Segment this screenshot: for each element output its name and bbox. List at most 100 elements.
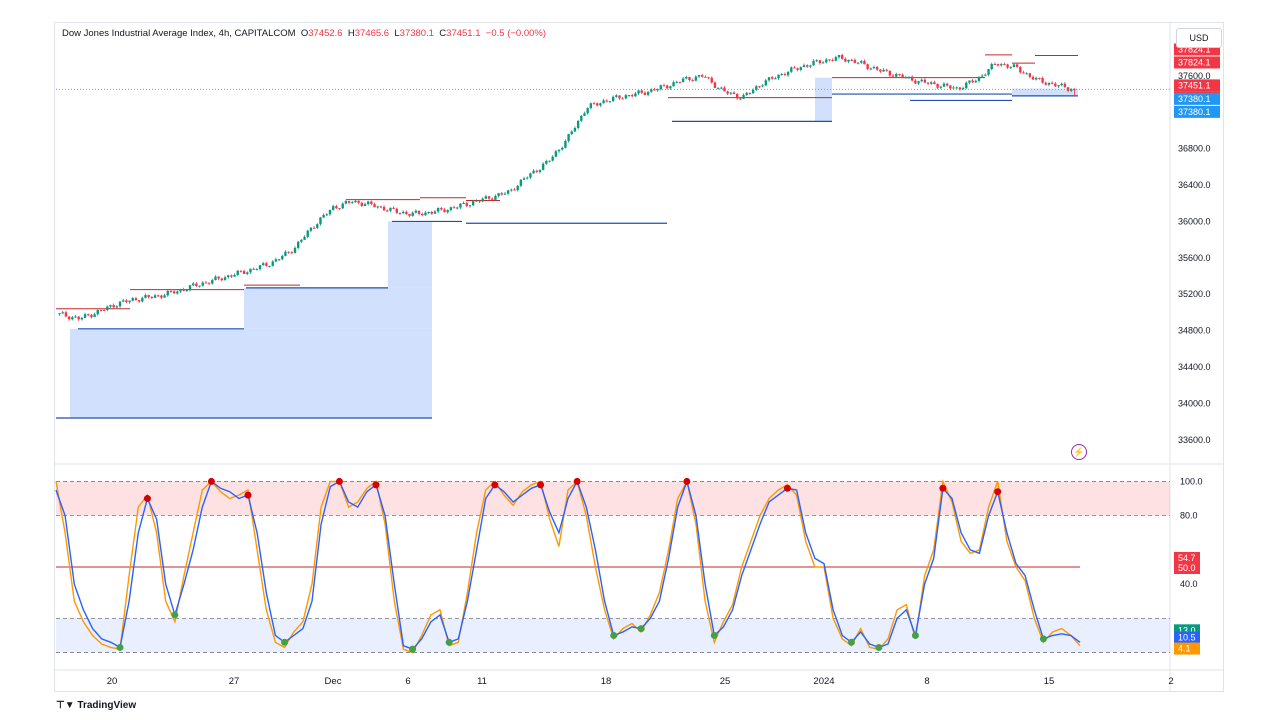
time-tick-label: 6 bbox=[405, 676, 410, 687]
candle-body bbox=[917, 81, 920, 84]
candle-body bbox=[1022, 72, 1025, 74]
candle-body bbox=[265, 263, 268, 266]
candle-body bbox=[255, 269, 259, 271]
candle-body bbox=[863, 60, 866, 65]
candle-body bbox=[926, 82, 930, 84]
candle-body bbox=[879, 69, 882, 72]
candle-body bbox=[484, 196, 488, 199]
candle-body bbox=[325, 214, 329, 216]
candle-body bbox=[421, 213, 424, 216]
sell-signal-dot bbox=[372, 481, 380, 489]
candle-body bbox=[1009, 67, 1012, 69]
candle-body bbox=[1057, 85, 1060, 87]
candle-body bbox=[262, 263, 265, 266]
range-fills bbox=[70, 77, 1078, 418]
candle-body bbox=[980, 75, 984, 77]
candle-body bbox=[427, 211, 430, 213]
candle-body bbox=[252, 268, 255, 270]
candle-body bbox=[1060, 83, 1063, 86]
candle-body bbox=[860, 60, 863, 63]
candle-body bbox=[389, 207, 392, 211]
candle-body bbox=[510, 189, 513, 191]
candle-body bbox=[701, 75, 704, 77]
candle-body bbox=[1044, 82, 1047, 85]
candle-body bbox=[767, 77, 771, 81]
sell-signal-dot bbox=[783, 484, 791, 492]
price-grid bbox=[54, 22, 1224, 692]
candle-body bbox=[230, 275, 233, 277]
price-tick-label: 36400.0 bbox=[1178, 180, 1211, 190]
candle-body bbox=[90, 314, 93, 318]
candle-body bbox=[157, 295, 160, 297]
candle-body bbox=[338, 208, 341, 210]
candle-body bbox=[914, 80, 917, 84]
overbought-zone bbox=[56, 481, 1170, 516]
candle-body bbox=[742, 94, 745, 99]
candle-body bbox=[1070, 89, 1073, 91]
currency-button[interactable]: USD bbox=[1176, 28, 1222, 48]
candle-body bbox=[328, 209, 332, 215]
candle-body bbox=[987, 69, 990, 75]
candle-body bbox=[316, 224, 319, 228]
price-tick-label: 34800.0 bbox=[1178, 326, 1211, 336]
candle-body bbox=[96, 310, 99, 315]
candle-body bbox=[885, 69, 888, 71]
candle-body bbox=[360, 202, 363, 206]
time-axis[interactable]: 20 27 Dec 6 11 18 25 2024 8 15 2 bbox=[107, 676, 1174, 687]
candle-body bbox=[675, 81, 678, 83]
price-tag-label: 37824.1 bbox=[1178, 57, 1211, 67]
candle-body bbox=[456, 207, 459, 209]
candle-body bbox=[128, 300, 131, 303]
symbol-legend: Dow Jones Industrial Average Index, 4h, … bbox=[62, 28, 546, 39]
price-tag-label: 37380.1 bbox=[1178, 107, 1211, 117]
candle-body bbox=[414, 210, 418, 213]
candle-body bbox=[726, 91, 729, 94]
price-axis[interactable]: 33600.0 34000.0 34400.0 34800.0 35200.0 35600… bbox=[1174, 43, 1220, 445]
oscillator-axis[interactable]: 100.0 80.0 40.0 54.750.0 13.010.54.1 bbox=[1174, 476, 1203, 655]
buy-signal-dot bbox=[281, 638, 289, 646]
time-tick-label: 15 bbox=[1044, 676, 1055, 687]
candle-body bbox=[446, 210, 449, 213]
candle-body bbox=[945, 83, 949, 86]
candle-body bbox=[112, 305, 115, 308]
candle-body bbox=[417, 210, 421, 214]
candle-body bbox=[77, 316, 80, 320]
candle-body bbox=[790, 67, 793, 72]
candle-body bbox=[875, 66, 879, 70]
candle-body bbox=[281, 255, 284, 260]
candle-body bbox=[487, 196, 491, 199]
candle-body bbox=[242, 271, 246, 274]
tradingview-branding[interactable]: ⊤▼ TradingView bbox=[56, 700, 136, 711]
candle-body bbox=[939, 86, 942, 88]
candle-body bbox=[898, 73, 901, 75]
candle-body bbox=[436, 207, 440, 212]
candle-body bbox=[99, 310, 103, 312]
candle-body bbox=[176, 291, 179, 294]
time-tick-label: Dec bbox=[325, 676, 342, 687]
candle-body bbox=[459, 203, 462, 208]
buy-signal-dot bbox=[911, 631, 919, 639]
buy-signal-dot bbox=[710, 631, 718, 639]
candle-body bbox=[949, 85, 952, 89]
candle-body bbox=[411, 212, 414, 216]
candle-body bbox=[907, 76, 911, 78]
price-tag-label: 37380.1 bbox=[1178, 94, 1211, 104]
candle-body bbox=[825, 59, 828, 63]
candle-body bbox=[1000, 64, 1003, 66]
candle-body bbox=[888, 70, 892, 76]
candle-body bbox=[430, 211, 433, 214]
price-tag bbox=[1174, 105, 1220, 118]
buy-signal-dot bbox=[171, 611, 179, 619]
candle-body bbox=[376, 206, 379, 208]
oscillator-tag-label: 4.1 bbox=[1178, 644, 1191, 654]
candle-body bbox=[548, 160, 551, 162]
candle-body bbox=[201, 282, 204, 286]
low-label: L bbox=[394, 28, 400, 39]
candle-body bbox=[643, 92, 647, 95]
candle-body bbox=[192, 283, 195, 286]
candle-body bbox=[160, 295, 163, 298]
candle-body bbox=[631, 95, 634, 97]
lightning-icon[interactable]: ⚡ bbox=[1071, 444, 1087, 460]
candle-body bbox=[118, 301, 122, 307]
